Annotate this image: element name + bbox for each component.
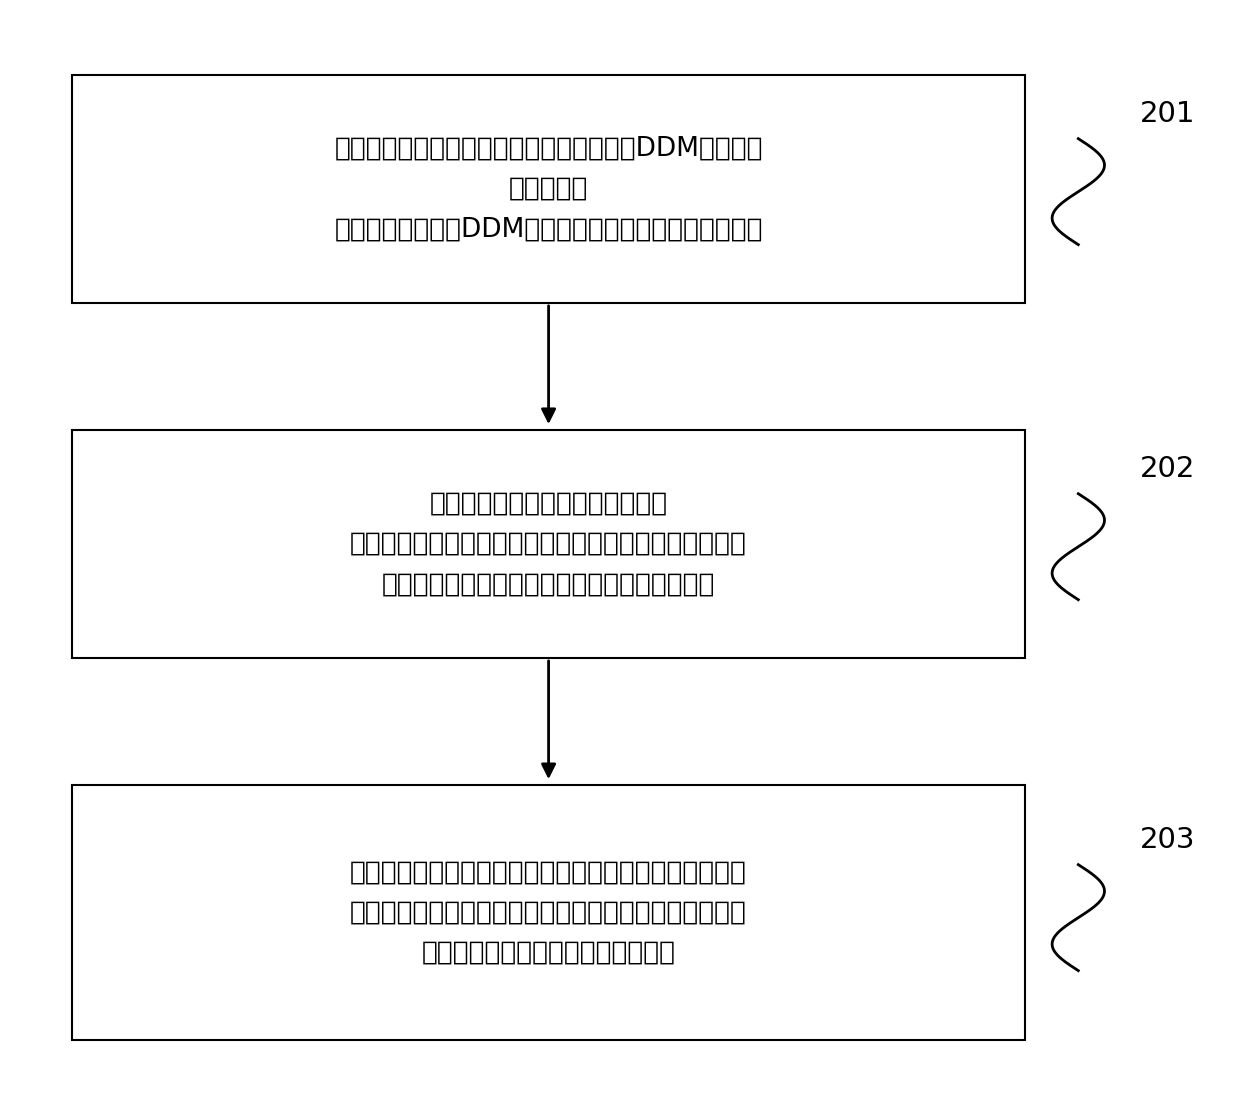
Text: 202: 202 — [1141, 455, 1195, 484]
Text: 若匹配，则确定光模块在第一周期的故障概率为所述样本: 若匹配，则确定光模块在第一周期的故障概率为所述样本 — [350, 859, 746, 885]
Text: 203: 203 — [1141, 826, 1195, 854]
Text: 模型的样本频繁项集以及对应的样本置信度集，判断第一: 模型的样本频繁项集以及对应的样本置信度集，判断第一 — [350, 531, 746, 558]
Text: 频繁项集中的异常向量相对应的样本置信度；若不匹配，: 频繁项集中的异常向量相对应的样本置信度；若不匹配， — [350, 900, 746, 925]
Bar — [72, 431, 1024, 658]
Text: 模型对第一周期的DDM数据进行处理，确定第一异常向量: 模型对第一周期的DDM数据进行处理，确定第一异常向量 — [335, 216, 763, 242]
Text: 用异常检测: 用异常检测 — [508, 176, 588, 202]
Text: 则确定光模块在第一周期不存在故障: 则确定光模块在第一周期不存在故障 — [422, 940, 676, 966]
Text: 异常向量与样本频繁项集中的异常向量是否匹配: 异常向量与样本频繁项集中的异常向量是否匹配 — [382, 572, 715, 597]
Bar — [72, 785, 1024, 1040]
Bar — [72, 75, 1024, 302]
Text: 201: 201 — [1141, 100, 1195, 128]
Text: 根据第一异常向量，调用异常检测: 根据第一异常向量，调用异常检测 — [429, 491, 667, 517]
Text: 实时获取光模块的第一周期的数字诊断检测DDM数据，采: 实时获取光模块的第一周期的数字诊断检测DDM数据，采 — [335, 136, 763, 161]
